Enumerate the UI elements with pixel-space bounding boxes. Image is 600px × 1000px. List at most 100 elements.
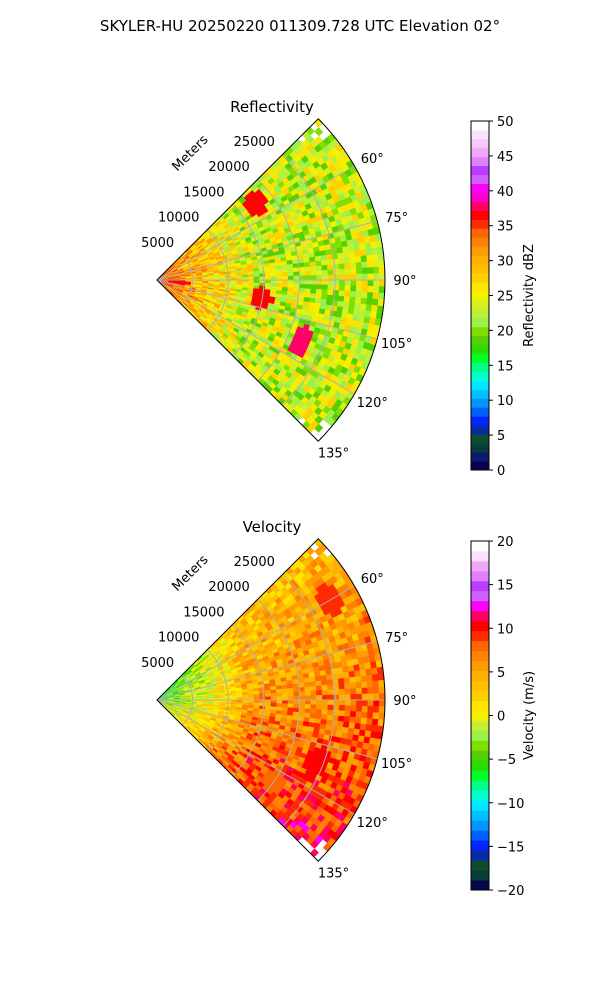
colorbar-segment <box>471 317 489 328</box>
data-cell <box>355 687 363 695</box>
colorbar-segment <box>471 308 489 319</box>
data-cell <box>282 695 289 701</box>
range-axis-label: Meters <box>170 132 212 174</box>
data-cell <box>366 718 373 726</box>
data-cell <box>304 690 312 696</box>
data-cell <box>270 276 277 281</box>
data-cell <box>371 247 379 256</box>
data-cell <box>367 699 374 707</box>
data-cell <box>350 688 357 695</box>
colorbar-segment <box>471 219 489 229</box>
data-cell <box>270 696 277 701</box>
data-cell <box>326 259 334 266</box>
data-cell <box>337 295 345 303</box>
data-cell <box>344 290 351 298</box>
data-cell <box>379 693 386 701</box>
colorbar-label: Reflectivity dBZ <box>522 244 537 347</box>
data-cell <box>276 283 283 288</box>
colorbar-segment <box>471 640 489 652</box>
data-cell <box>355 291 363 299</box>
data-cell <box>342 301 350 309</box>
colorbar-segment <box>471 407 489 417</box>
data-cell <box>298 288 306 294</box>
colorbar-segment <box>471 650 489 662</box>
data-cell <box>361 693 369 701</box>
data-cell <box>347 245 355 253</box>
data-cell <box>349 262 357 269</box>
data-cell <box>344 268 351 275</box>
data-cell <box>281 264 288 270</box>
data-cell <box>332 290 340 297</box>
data-cell <box>337 715 345 723</box>
data-cell <box>327 269 334 276</box>
data-cell <box>316 699 323 706</box>
data-cell <box>349 291 357 298</box>
data-cell <box>304 270 312 276</box>
colorbar-tick-label: 50 <box>497 115 514 130</box>
reflectivity-title: Reflectivity <box>230 98 314 116</box>
data-cell <box>338 710 345 717</box>
data-cell <box>361 699 369 707</box>
colorbar-segment <box>471 700 489 711</box>
data-cell <box>339 699 346 706</box>
data-cell <box>373 286 380 294</box>
range-tick-label: 25000 <box>234 555 275 570</box>
data-cell <box>321 289 328 296</box>
data-cell <box>348 250 356 258</box>
data-cell <box>333 699 340 706</box>
data-cell <box>253 693 260 698</box>
colorbar-segment <box>471 416 489 426</box>
data-cell <box>344 279 352 286</box>
data-cell <box>281 688 289 693</box>
data-cell <box>304 279 312 285</box>
data-cell <box>366 680 374 688</box>
data-cell <box>366 254 373 262</box>
colorbar-segment <box>471 860 489 871</box>
data-cell <box>367 693 374 701</box>
data-cell <box>336 667 344 674</box>
colorbar-tick-label: 25 <box>497 290 514 305</box>
azimuth-tick-label: 75° <box>385 211 408 226</box>
colorbar-segment <box>471 550 489 562</box>
data-cell <box>299 283 306 289</box>
colorbar-tick-label: 5 <box>497 666 505 681</box>
data-cell <box>322 694 329 701</box>
data-cell <box>292 263 300 269</box>
data-cell <box>354 255 362 263</box>
data-cell <box>315 293 322 300</box>
data-cell <box>367 705 374 713</box>
colorbar-segment <box>471 389 489 399</box>
reflectivity-colorbar: 0 5 10 15 20 25 30 35 40 45 50 Reflectivity dBZ <box>470 115 537 479</box>
data-cell <box>332 263 340 270</box>
data-cell <box>367 267 374 275</box>
colorbar-tick-label: 45 <box>497 150 514 165</box>
data-cell <box>314 127 324 137</box>
data-cell <box>310 270 317 276</box>
colorbar-segment <box>471 273 489 283</box>
data-cell <box>264 282 272 287</box>
data-cell <box>361 285 369 293</box>
data-cell <box>327 284 334 291</box>
data-cell <box>344 285 351 292</box>
colorbar-segment <box>471 183 489 193</box>
colorbar-segment <box>471 880 489 891</box>
data-cell <box>276 279 283 284</box>
data-cell <box>343 257 351 264</box>
data-cell <box>282 275 289 281</box>
data-cell <box>361 681 368 689</box>
data-cell <box>337 672 345 680</box>
range-tick-label: 5000 <box>141 236 174 251</box>
azimuth-tick-label: 90° <box>393 274 416 289</box>
data-cell <box>379 273 386 281</box>
data-cell <box>373 273 380 281</box>
data-cell <box>282 699 289 705</box>
data-cell <box>371 724 379 733</box>
data-cell <box>315 685 323 691</box>
colorbar-segment <box>471 590 489 602</box>
data-cell <box>356 279 363 287</box>
data-cell <box>286 683 294 689</box>
data-cell <box>247 274 255 278</box>
data-cell <box>304 704 312 710</box>
range-axis-label: Meters <box>170 552 212 594</box>
